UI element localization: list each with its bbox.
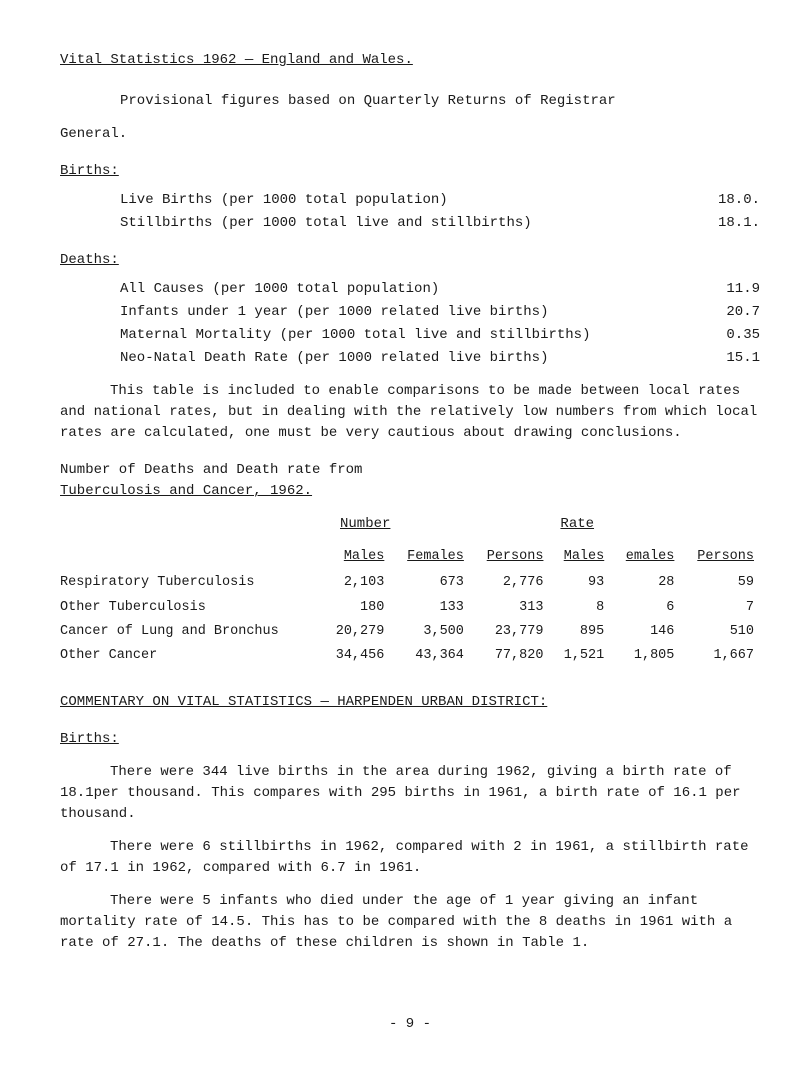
cell: 1,667: [680, 644, 760, 668]
table-row: Other Tuberculosis 180 133 313 8 6 7: [60, 596, 760, 620]
births-label: Births:: [60, 161, 760, 182]
general-label: General.: [60, 124, 760, 145]
comparison-paragraph: This table is included to enable compari…: [60, 381, 760, 444]
cell: 133: [390, 596, 470, 620]
cell: 59: [680, 571, 760, 595]
cell: 3,500: [390, 620, 470, 644]
col-males-rate: Males: [549, 543, 610, 571]
stat-row: Stillbirths (per 1000 total live and sti…: [60, 213, 760, 234]
cell: 77,820: [470, 644, 550, 668]
stat-row: Maternal Mortality (per 1000 total live …: [60, 325, 760, 346]
table-row: Respiratory Tuberculosis 2,103 673 2,776…: [60, 571, 760, 595]
stat-label: All Causes (per 1000 total population): [120, 279, 700, 300]
stat-row: Neo-Natal Death Rate (per 1000 related l…: [60, 348, 760, 369]
cell: 6: [610, 596, 680, 620]
general-intro: Provisional figures based on Quarterly R…: [60, 91, 760, 112]
rate-header: Rate: [560, 514, 594, 535]
stat-label: Infants under 1 year (per 1000 related l…: [120, 302, 700, 323]
stat-value: 20.7: [700, 302, 760, 323]
commentary-p1: There were 344 live births in the area d…: [60, 762, 760, 825]
deaths-table-title-line1: Number of Deaths and Death rate from: [60, 460, 760, 481]
deaths-table-title-line2: Tuberculosis and Cancer, 1962.: [60, 481, 760, 502]
cell: 313: [470, 596, 550, 620]
commentary-p2: There were 6 stillbirths in 1962, compar…: [60, 837, 760, 879]
stat-value: 18.0.: [700, 190, 760, 211]
stat-row: Live Births (per 1000 total population) …: [60, 190, 760, 211]
row-label: Other Tuberculosis: [60, 596, 320, 620]
deaths-label: Deaths:: [60, 250, 760, 271]
row-label: Cancer of Lung and Bronchus: [60, 620, 320, 644]
table-row: Other Cancer 34,456 43,364 77,820 1,521 …: [60, 644, 760, 668]
row-label: Respiratory Tuberculosis: [60, 571, 320, 595]
col-females: Females: [390, 543, 470, 571]
table-row: Cancer of Lung and Bronchus 20,279 3,500…: [60, 620, 760, 644]
page-number: - 9 -: [60, 1014, 760, 1035]
deaths-table: Males Females Persons Males emales Perso…: [60, 543, 760, 668]
cell: 2,103: [320, 571, 390, 595]
commentary-title: COMMENTARY ON VITAL STATISTICS — HARPEND…: [60, 692, 760, 713]
stat-label: Stillbirths (per 1000 total live and sti…: [120, 213, 700, 234]
stat-value: 18.1.: [700, 213, 760, 234]
cell: 20,279: [320, 620, 390, 644]
cell: 34,456: [320, 644, 390, 668]
cell: 93: [549, 571, 610, 595]
col-persons: Persons: [470, 543, 550, 571]
cell: 8: [549, 596, 610, 620]
deaths-table-title: Number of Deaths and Death rate from Tub…: [60, 460, 760, 502]
cell: 43,364: [390, 644, 470, 668]
stat-value: 0.35: [700, 325, 760, 346]
cell: 28: [610, 571, 680, 595]
cell: 180: [320, 596, 390, 620]
row-label: Other Cancer: [60, 644, 320, 668]
col-blank: [60, 543, 320, 571]
col-males: Males: [320, 543, 390, 571]
stat-value: 15.1: [700, 348, 760, 369]
table-group-headers: Number Rate: [60, 514, 760, 535]
cell: 510: [680, 620, 760, 644]
stat-label: Live Births (per 1000 total population): [120, 190, 700, 211]
col-persons-rate: Persons: [680, 543, 760, 571]
cell: 1,521: [549, 644, 610, 668]
cell: 7: [680, 596, 760, 620]
cell: 146: [610, 620, 680, 644]
cell: 23,779: [470, 620, 550, 644]
stat-label: Maternal Mortality (per 1000 total live …: [120, 325, 700, 346]
col-females-rate: emales: [610, 543, 680, 571]
cell: 1,805: [610, 644, 680, 668]
cell: 673: [390, 571, 470, 595]
page-title: Vital Statistics 1962 — England and Wale…: [60, 50, 760, 71]
births2-label: Births:: [60, 729, 760, 750]
cell: 2,776: [470, 571, 550, 595]
stat-row: Infants under 1 year (per 1000 related l…: [60, 302, 760, 323]
stat-label: Neo-Natal Death Rate (per 1000 related l…: [120, 348, 700, 369]
stat-value: 11.9: [700, 279, 760, 300]
number-header: Number: [340, 514, 390, 535]
stat-row: All Causes (per 1000 total population) 1…: [60, 279, 760, 300]
cell: 895: [549, 620, 610, 644]
commentary-p3: There were 5 infants who died under the …: [60, 891, 760, 954]
